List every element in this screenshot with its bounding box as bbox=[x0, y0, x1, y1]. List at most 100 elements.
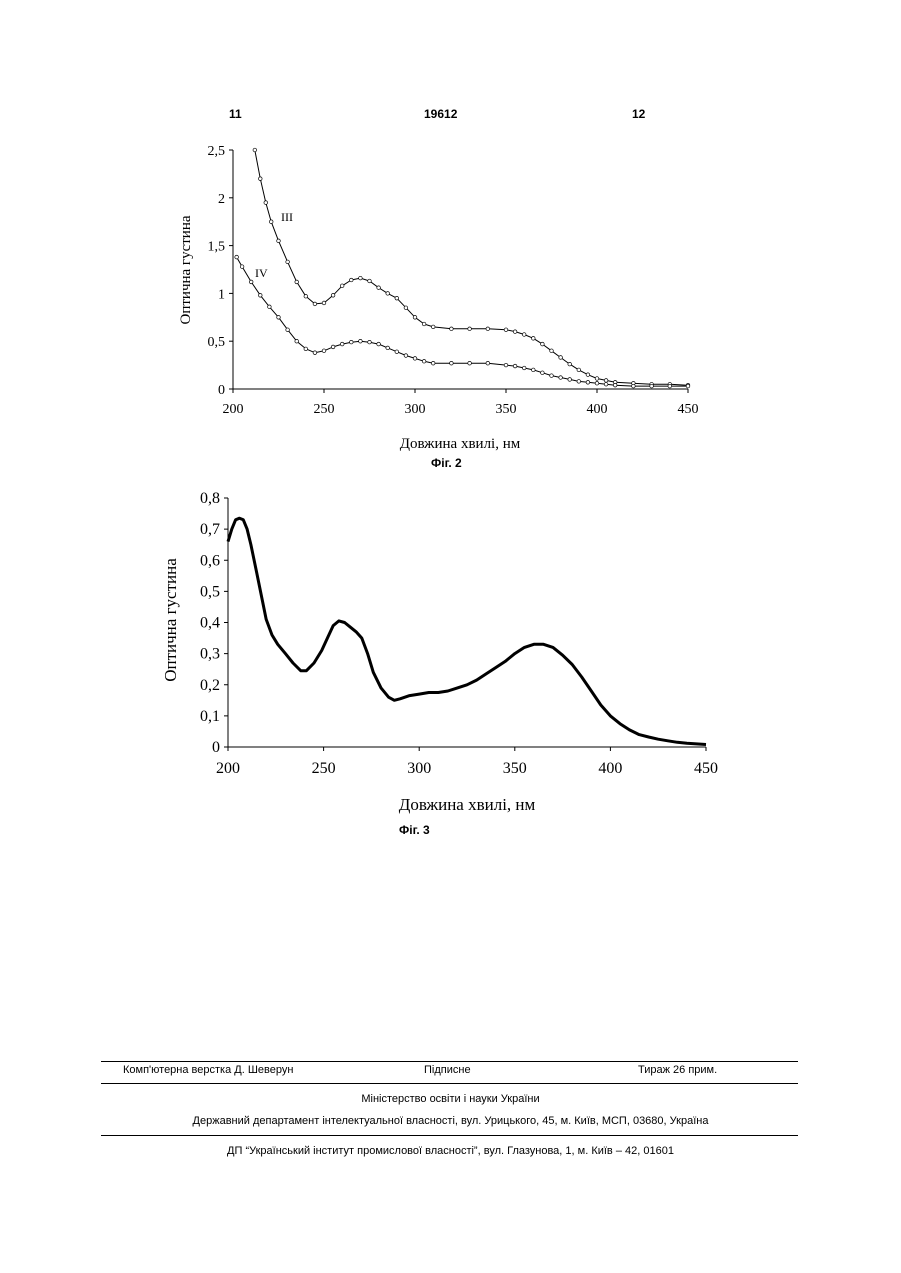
data-point bbox=[504, 328, 508, 332]
data-point bbox=[395, 350, 399, 354]
data-point bbox=[413, 316, 417, 320]
data-point bbox=[304, 347, 308, 351]
y-tick-label: 0 bbox=[218, 383, 225, 398]
data-point bbox=[550, 374, 554, 378]
x-tick-label: 200 bbox=[223, 402, 244, 417]
x-axis-title: Довжина хвилі, нм bbox=[400, 436, 521, 452]
data-point bbox=[504, 363, 508, 367]
data-point bbox=[313, 351, 317, 355]
data-point bbox=[350, 340, 354, 344]
data-point bbox=[422, 359, 426, 363]
x-tick-label: 300 bbox=[407, 760, 431, 777]
data-point bbox=[264, 201, 268, 205]
figure-2-caption: Фіг. 2 bbox=[431, 456, 462, 470]
data-point bbox=[604, 379, 608, 383]
y-tick-label: 1,5 bbox=[208, 240, 226, 255]
x-tick-label: 350 bbox=[503, 760, 527, 777]
data-point bbox=[522, 366, 526, 370]
y-tick-label: 0,2 bbox=[200, 677, 220, 694]
page-number-left: 11 bbox=[229, 107, 242, 121]
y-tick-label: 0,5 bbox=[200, 583, 220, 600]
data-point bbox=[413, 357, 417, 361]
data-point bbox=[532, 368, 536, 372]
data-point bbox=[468, 327, 472, 331]
data-point bbox=[268, 305, 272, 309]
x-tick-label: 200 bbox=[216, 760, 240, 777]
data-point bbox=[486, 361, 490, 365]
footer-department: Державний департамент інтелектуальної вл… bbox=[0, 1115, 901, 1127]
data-point bbox=[586, 373, 590, 377]
x-tick-label: 250 bbox=[314, 402, 335, 417]
data-point bbox=[577, 368, 581, 372]
y-tick-label: 2,5 bbox=[208, 144, 226, 159]
data-point bbox=[322, 301, 326, 305]
footer-institute: ДП “Український інститут промислової вла… bbox=[0, 1145, 901, 1157]
data-point bbox=[513, 330, 517, 334]
data-point bbox=[450, 327, 454, 331]
data-point bbox=[595, 381, 599, 385]
data-point bbox=[559, 356, 563, 360]
footer-rule-middle bbox=[101, 1083, 798, 1084]
y-tick-label: 0,4 bbox=[200, 615, 220, 632]
data-point bbox=[277, 239, 281, 243]
data-point bbox=[368, 340, 372, 344]
data-point bbox=[532, 337, 536, 341]
y-tick-label: 2 bbox=[218, 192, 225, 207]
data-point bbox=[468, 361, 472, 365]
data-point bbox=[541, 342, 545, 346]
y-tick-label: 0,8 bbox=[200, 490, 220, 507]
x-tick-label: 250 bbox=[312, 760, 336, 777]
y-axis-title: Оптична густина bbox=[161, 558, 180, 682]
data-point bbox=[277, 316, 281, 320]
y-tick-label: 0,6 bbox=[200, 552, 220, 569]
figure-3-caption: Фіг. 3 bbox=[399, 823, 430, 837]
data-point bbox=[431, 361, 435, 365]
data-point bbox=[240, 265, 244, 269]
data-point bbox=[541, 371, 545, 375]
figure-2-chart: 00,511,522,5200250300350400450Довжина хв… bbox=[0, 130, 901, 460]
x-tick-label: 450 bbox=[678, 402, 699, 417]
data-point bbox=[568, 378, 572, 382]
data-point bbox=[235, 255, 239, 259]
data-point bbox=[340, 342, 344, 346]
patent-number: 19612 bbox=[424, 107, 457, 121]
data-point bbox=[259, 294, 263, 298]
footer-ministry: Міністерство освіти і науки України bbox=[0, 1093, 901, 1105]
data-point bbox=[377, 286, 381, 290]
data-point bbox=[377, 342, 381, 346]
x-tick-label: 400 bbox=[598, 760, 622, 777]
data-point bbox=[404, 306, 408, 310]
data-point bbox=[386, 292, 390, 296]
data-point bbox=[295, 339, 299, 343]
data-point bbox=[568, 362, 572, 366]
y-tick-label: 0,7 bbox=[200, 521, 220, 538]
y-tick-label: 0,1 bbox=[200, 708, 220, 725]
data-point bbox=[577, 380, 581, 384]
data-point bbox=[513, 364, 517, 368]
y-tick-label: 0,3 bbox=[200, 646, 220, 663]
data-point bbox=[586, 381, 590, 385]
data-point bbox=[313, 302, 317, 306]
y-axis-title: Оптична густина bbox=[178, 215, 194, 324]
data-point bbox=[422, 322, 426, 326]
x-axis-title: Довжина хвилі, нм bbox=[399, 795, 536, 814]
data-point bbox=[269, 220, 273, 224]
footer-circulation: Тираж 26 прим. bbox=[638, 1064, 717, 1076]
figure-3-chart: 00,10,20,30,40,50,60,70,8200250300350400… bbox=[0, 480, 901, 830]
footer-typesetter: Комп'ютерна верстка Д. Шеверун bbox=[123, 1064, 293, 1076]
data-point bbox=[322, 349, 326, 353]
data-point bbox=[395, 296, 399, 300]
data-point bbox=[486, 327, 490, 331]
data-point bbox=[650, 384, 654, 388]
series-line-iii bbox=[255, 150, 688, 385]
data-point bbox=[286, 260, 290, 264]
data-point bbox=[668, 384, 672, 388]
x-tick-label: 300 bbox=[405, 402, 426, 417]
data-point bbox=[613, 383, 617, 387]
data-point bbox=[404, 354, 408, 358]
y-tick-label: 0,5 bbox=[208, 335, 226, 350]
series-label-iv: IV bbox=[255, 266, 268, 280]
footer-signed: Підписне bbox=[424, 1064, 471, 1076]
data-point bbox=[604, 382, 608, 386]
y-tick-label: 1 bbox=[218, 287, 225, 302]
